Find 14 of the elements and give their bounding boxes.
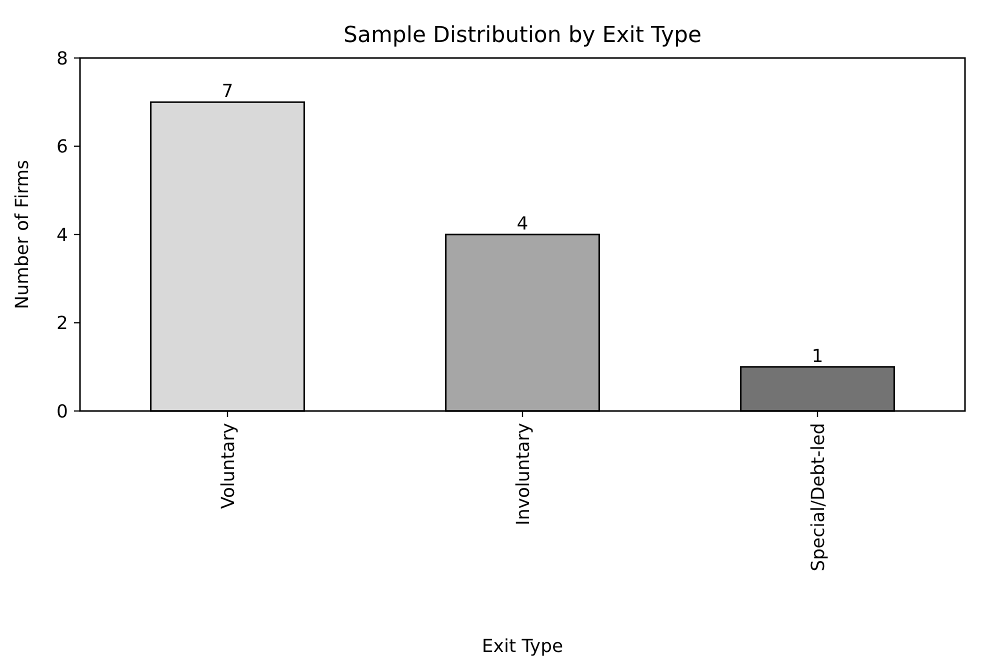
x-tick-label: Special/Debt-led (808, 423, 829, 572)
data-label: 4 (516, 214, 528, 234)
x-axis-title: Exit Type (482, 636, 564, 657)
y-tick-label: 0 (56, 401, 68, 422)
chart-title: Sample Distribution by Exit Type (344, 23, 702, 48)
data-label: 1 (812, 346, 824, 367)
y-axis-title: Number of Firms (12, 160, 33, 310)
y-tick-label: 4 (56, 224, 68, 246)
x-tick-label: Voluntary (218, 422, 239, 509)
y-tick-label: 2 (56, 313, 68, 334)
y-tick-label: 6 (56, 136, 68, 158)
x-tick-label: Involuntary (512, 422, 534, 526)
y-tick-label: 8 (56, 48, 68, 70)
data-label: 7 (222, 81, 234, 102)
